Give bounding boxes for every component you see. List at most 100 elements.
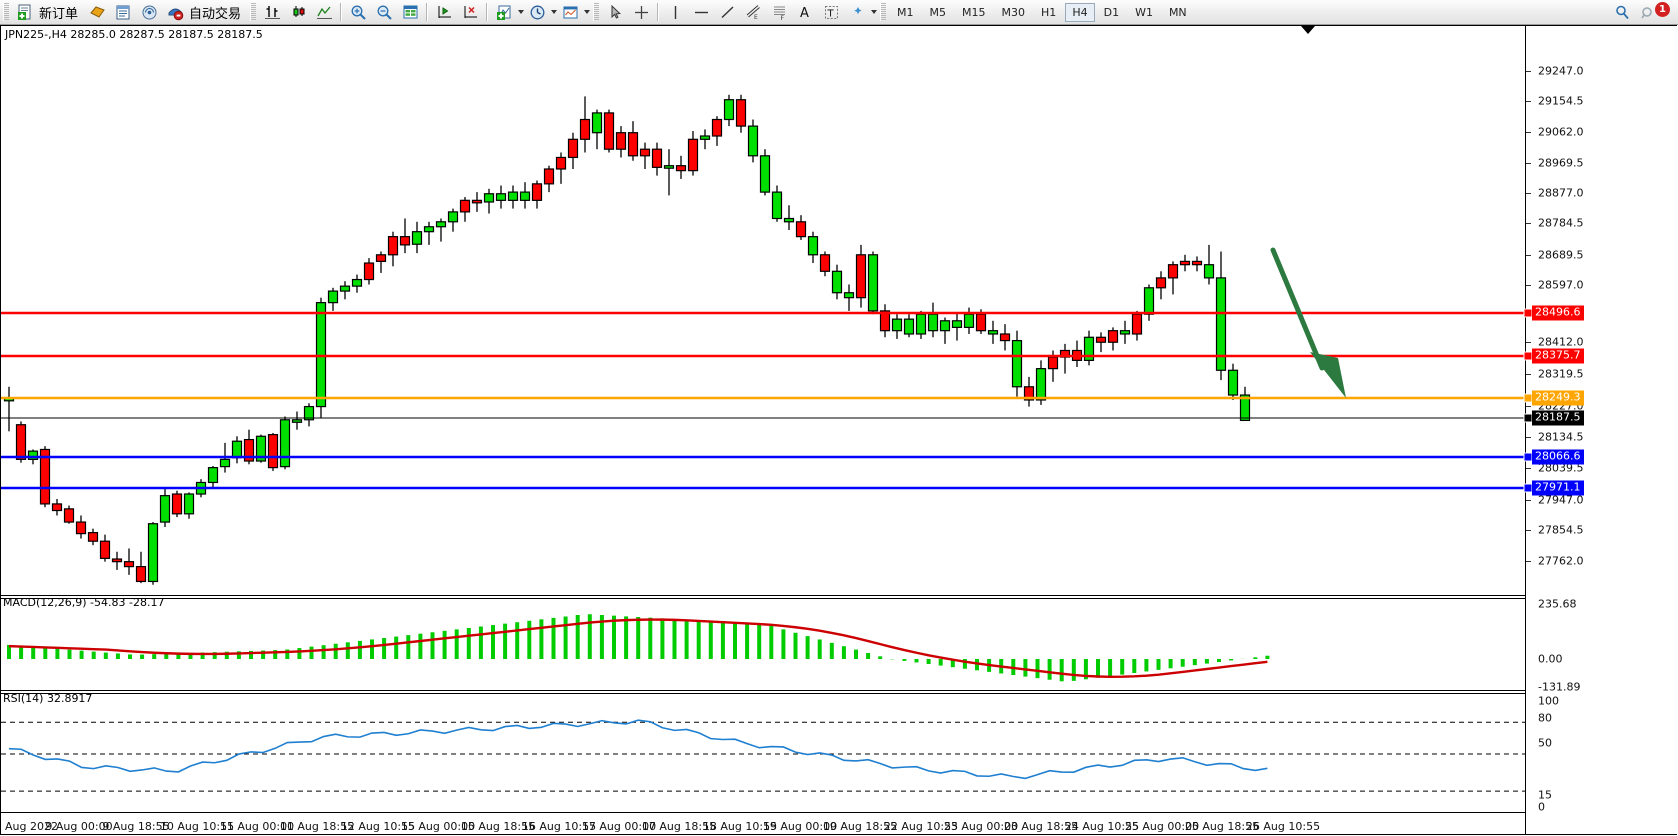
price-axis[interactable]: 29247.0 29154.5 29062.0 28969.5 28877.0 28784… bbox=[1523, 26, 1677, 834]
hline-icon[interactable] bbox=[688, 1, 714, 23]
period-icon[interactable] bbox=[524, 1, 550, 23]
time-axis-label: 9 Aug 18:55 bbox=[102, 820, 170, 833]
add-indicator-dropdown-caret[interactable] bbox=[518, 10, 525, 14]
down-arrow-annotation[interactable] bbox=[1270, 247, 1346, 398]
indicators-icon[interactable] bbox=[84, 1, 110, 23]
time-axis-label: 15 Aug 18:55 bbox=[460, 820, 536, 833]
axis-tick-mark bbox=[1526, 468, 1531, 469]
axis-tick-mark bbox=[1526, 163, 1531, 164]
new-order-icon[interactable] bbox=[12, 1, 38, 23]
tab-timeframe-h1[interactable]: H1 bbox=[1041, 5, 1057, 19]
data-window-icon[interactable] bbox=[110, 1, 136, 23]
search-icon[interactable] bbox=[1609, 1, 1635, 23]
crosshair-icon[interactable] bbox=[628, 1, 654, 23]
equidistant-channel-icon[interactable]: E bbox=[740, 1, 766, 23]
tab-timeframe-mn[interactable]: MN bbox=[1168, 5, 1187, 19]
zoom-in-icon[interactable] bbox=[345, 1, 371, 23]
svg-text:T: T bbox=[826, 8, 834, 19]
time-axis-label: Aug 2022 bbox=[5, 820, 58, 833]
arrows-icon[interactable] bbox=[844, 1, 870, 23]
price-level-tag[interactable]: 28249.3 bbox=[1532, 390, 1584, 406]
auto-trading-label[interactable]: 自动交易 bbox=[189, 6, 242, 22]
svg-text:A: A bbox=[800, 6, 809, 21]
vline-icon[interactable] bbox=[662, 1, 688, 23]
templates-icon[interactable] bbox=[557, 1, 583, 23]
price-level-tag[interactable]: 28066.6 bbox=[1532, 449, 1584, 465]
pane-separator-rsi-top-b bbox=[1, 693, 1677, 694]
time-axis-label: 11 Aug 00:00 bbox=[219, 820, 295, 833]
auto-trading-icon[interactable] bbox=[162, 1, 188, 23]
tab-timeframe-m1[interactable]: M1 bbox=[897, 5, 914, 19]
price-axis-tick-label: 27854.5 bbox=[1538, 523, 1584, 537]
alerts-icon[interactable] bbox=[1635, 1, 1661, 23]
time-axis-label: 25 Aug 00:00 bbox=[1124, 820, 1200, 833]
time-axis-label: 23 Aug 00:00 bbox=[943, 820, 1019, 833]
price-axis-tick-label: 28877.0 bbox=[1538, 186, 1584, 200]
auto-scroll-icon[interactable] bbox=[457, 1, 483, 23]
rsi-series bbox=[1, 719, 1525, 792]
price-axis-tick-label: 28597.0 bbox=[1538, 278, 1584, 292]
time-axis-label: 16 Aug 10:55 bbox=[521, 820, 597, 833]
time-axis[interactable]: Aug 2022 9 Aug 00:00 9 Aug 18:55 10 Aug 10:… bbox=[1, 812, 1525, 834]
toolbar-grip[interactable] bbox=[3, 3, 9, 21]
axis-tick-mark bbox=[1526, 255, 1531, 256]
axis-tick-mark bbox=[1526, 374, 1531, 375]
axis-tick-mark bbox=[1526, 223, 1531, 224]
price-axis-tick-label: 28319.5 bbox=[1538, 367, 1584, 381]
price-axis-tick-label: 28134.5 bbox=[1538, 430, 1584, 444]
cursor-icon[interactable] bbox=[602, 1, 628, 23]
toolbar-separator-4 bbox=[657, 3, 660, 21]
price-axis-tick-label: 27762.0 bbox=[1538, 554, 1584, 568]
trendline-icon[interactable] bbox=[714, 1, 740, 23]
tab-timeframe-d1[interactable]: D1 bbox=[1103, 5, 1120, 19]
time-axis-label: 17 Aug 18:55 bbox=[641, 820, 717, 833]
chart-plot-area[interactable] bbox=[1, 26, 1525, 834]
chart-scroll-marker-icon[interactable] bbox=[1301, 26, 1315, 34]
period-dropdown-caret[interactable] bbox=[551, 10, 558, 14]
fibonacci-icon[interactable]: F bbox=[766, 1, 792, 23]
price-level-tag[interactable]: 27971.1 bbox=[1532, 480, 1584, 496]
tab-timeframe-m5[interactable]: M5 bbox=[929, 5, 947, 19]
arrows-dropdown-caret[interactable] bbox=[871, 10, 878, 14]
rsi-axis-tick-label: 100 bbox=[1538, 694, 1559, 708]
price-level-tag[interactable]: 28496.6 bbox=[1532, 305, 1584, 321]
shift-end-icon[interactable] bbox=[431, 1, 457, 23]
tab-timeframe-m30[interactable]: M30 bbox=[1001, 5, 1026, 19]
time-axis-label: 18 Aug 10:55 bbox=[702, 820, 778, 833]
toolbar-right-group: 1 bbox=[1609, 1, 1678, 23]
tab-timeframe-h4[interactable]: H4 bbox=[1065, 2, 1095, 22]
macd-indicator-label[interactable]: MACD(12,26,9) -54.83 -28.17 bbox=[3, 596, 165, 609]
toolbar-separator-2 bbox=[426, 3, 429, 21]
new-order-label[interactable]: 新订单 bbox=[39, 6, 79, 22]
tab-timeframe-m15[interactable]: M15 bbox=[962, 5, 986, 19]
price-axis-tick-label: 29247.0 bbox=[1538, 64, 1584, 78]
axis-tick-mark bbox=[1526, 561, 1531, 562]
axis-tick-mark bbox=[1526, 285, 1531, 286]
pane-separator-rsi-top-a bbox=[1, 690, 1677, 691]
text-icon[interactable]: A bbox=[792, 1, 818, 23]
price-level-tag[interactable]: 28187.5 bbox=[1532, 410, 1584, 426]
rsi-indicator-label[interactable]: RSI(14) 32.8917 bbox=[3, 692, 93, 705]
signals-icon[interactable] bbox=[136, 1, 162, 23]
grid-icon[interactable] bbox=[397, 1, 423, 23]
axis-tick-mark bbox=[1526, 530, 1531, 531]
tab-timeframe-w1[interactable]: W1 bbox=[1135, 5, 1153, 19]
rsi-axis-tick-label: 50 bbox=[1538, 736, 1552, 750]
chart-canvas-frame[interactable]: JPN225-,H4 28285.0 28287.5 28187.5 28187… bbox=[0, 25, 1677, 835]
add-indicator-icon[interactable] bbox=[491, 1, 517, 23]
templates-dropdown-caret[interactable] bbox=[584, 10, 591, 14]
alert-count-badge[interactable]: 1 bbox=[1655, 1, 1670, 17]
bar-chart-icon[interactable] bbox=[259, 1, 285, 23]
price-axis-tick-label: 29154.5 bbox=[1538, 94, 1584, 108]
label-icon[interactable]: T bbox=[818, 1, 844, 23]
chart-type-grip[interactable] bbox=[250, 3, 257, 21]
zoom-out-icon[interactable] bbox=[371, 1, 397, 23]
timeframe-grip[interactable] bbox=[880, 3, 887, 21]
axis-tick-mark bbox=[1526, 437, 1531, 438]
drawing-tools-grip[interactable] bbox=[593, 3, 600, 21]
candlestick-chart-icon[interactable] bbox=[285, 1, 311, 23]
price-level-tag[interactable]: 28375.7 bbox=[1532, 348, 1584, 364]
time-axis-label: 9 Aug 00:00 bbox=[45, 820, 113, 833]
line-chart-icon[interactable] bbox=[311, 1, 337, 23]
